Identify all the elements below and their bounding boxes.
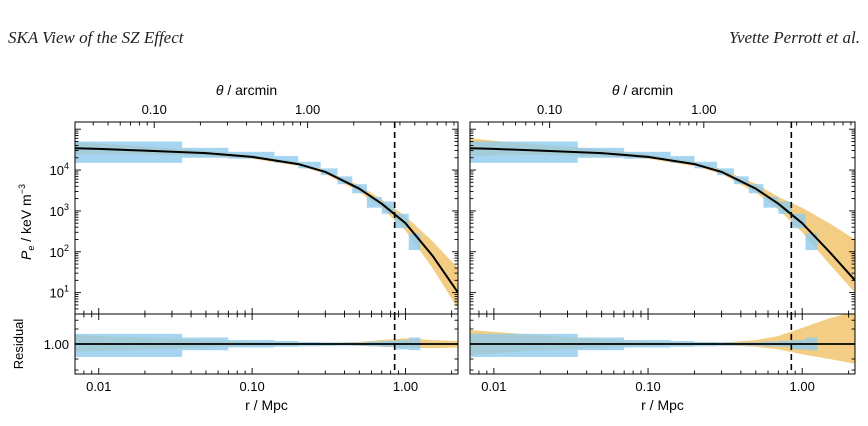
left-data-bin-5	[320, 168, 338, 176]
right-data-bin-0	[470, 141, 578, 163]
left-data-bin-0	[75, 141, 183, 163]
left-data-bin-4	[298, 161, 321, 169]
right-data-bin-5	[716, 168, 734, 176]
left-data-bin-6	[337, 176, 353, 185]
right-residual-frame	[469, 313, 856, 375]
right-ticks	[469, 122, 855, 374]
right-top-x-axis-label: θ / arcmin	[612, 82, 673, 98]
running-header-authors: Yvette Perrott et al.	[729, 28, 860, 47]
left-y-tick-label: 102	[50, 243, 69, 260]
left-top-x-tick-label: 0.10	[142, 102, 167, 117]
right-data-bin-8	[763, 196, 779, 208]
right-x-tick-label: 1.00	[790, 379, 815, 394]
left-top-x-tick-label: 1.00	[295, 102, 320, 117]
left-y-tick-label: 101	[50, 284, 69, 301]
left-x-axis-label: r / Mpc	[245, 397, 288, 413]
running-header-title: SKA View of the SZ Effect	[8, 28, 184, 47]
left-residual-frame	[74, 313, 459, 375]
left-top-x-axis-label: θ / arcmin	[216, 82, 277, 98]
right-data-bin-4	[694, 161, 717, 169]
left-x-tick-label: 0.01	[86, 379, 111, 394]
left-data-bin-11	[408, 233, 421, 251]
right-top-x-tick-label: 0.10	[537, 102, 562, 117]
left-residual-bin-0	[75, 333, 183, 357]
right-top-x-tick-label: 1.00	[691, 102, 716, 117]
right-data-bin-2	[624, 151, 671, 159]
right-data-bin-11	[805, 233, 818, 251]
left-panel: 0.01 0.10 1.00 0.10 1.00 r / Mpc θ / arcmin 101…	[11, 82, 459, 413]
right-x-tick-label: 0.10	[635, 379, 660, 394]
left-residual-tick-label: 1.00	[44, 337, 69, 352]
left-data-bin-3	[274, 156, 299, 163]
left-y-axis-label: Pe / keV m−3	[17, 184, 36, 260]
right-model-line	[470, 147, 855, 281]
left-x-tick-label: 1.00	[393, 379, 418, 394]
right-x-tick-label: 0.01	[481, 379, 506, 394]
left-ticks	[74, 122, 458, 374]
left-data-bin-8	[366, 196, 382, 208]
left-y-tick-label: 103	[50, 202, 69, 219]
right-panel: 0.01 0.10 1.00 0.10 1.00 r / Mpc θ / arcmin	[469, 82, 856, 413]
right-x-axis-label: r / Mpc	[641, 397, 684, 413]
right-data-bin-3	[670, 156, 695, 163]
left-data-bin-2	[228, 151, 275, 159]
left-y-tick-label: 104	[50, 161, 69, 178]
left-model-line	[75, 147, 458, 294]
left-residual-axis-label: Residual	[11, 319, 26, 370]
left-x-tick-label: 0.10	[239, 379, 264, 394]
right-data-bin-6	[733, 176, 749, 185]
right-residual-bin-0	[470, 333, 578, 357]
